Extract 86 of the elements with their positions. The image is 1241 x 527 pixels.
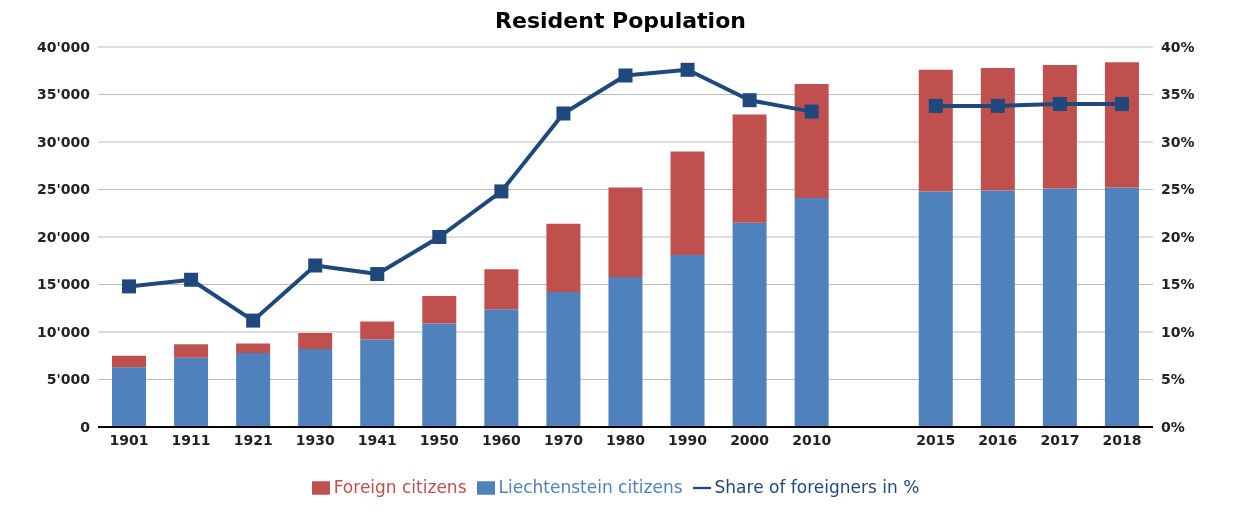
- bar: [1042, 188, 1077, 427]
- x-tick-label: 1921: [233, 431, 273, 448]
- y-tick-label: 25'000: [37, 181, 91, 198]
- point: [370, 267, 385, 282]
- point: [246, 313, 261, 328]
- y2-tick-label: 15%: [1161, 276, 1195, 293]
- y-tick-label: 10'000: [37, 323, 91, 340]
- x-tick-label: 2016: [978, 431, 1018, 448]
- bar: [1042, 65, 1077, 189]
- y-tick-label: 20'000: [37, 228, 91, 245]
- y-tick-label: 0: [80, 418, 91, 435]
- bar: [298, 332, 333, 350]
- bar: [174, 344, 209, 358]
- bar: [980, 67, 1015, 191]
- chart-title: Resident Population: [494, 8, 747, 33]
- bar: [236, 352, 271, 427]
- x-tick-label: 2017: [1040, 431, 1080, 448]
- point: [184, 272, 199, 287]
- bar: [546, 292, 581, 427]
- x-tick-label: 1990: [668, 431, 708, 448]
- bar: [608, 187, 643, 277]
- point: [556, 106, 571, 121]
- bar: [422, 295, 457, 324]
- x-tick-label: 2000: [730, 431, 770, 448]
- y2-tick-label: 25%: [1161, 181, 1195, 198]
- point: [308, 258, 323, 273]
- point: [742, 93, 757, 108]
- x-tick-label: 2015: [916, 431, 956, 448]
- y2-tick-label: 0%: [1161, 418, 1185, 435]
- bar: [918, 191, 953, 427]
- point: [618, 68, 633, 83]
- bar: [546, 223, 581, 293]
- x-tick-label: 1911: [171, 431, 211, 448]
- x-tick-label: 1950: [419, 431, 460, 448]
- y2-tick-label: 10%: [1161, 323, 1195, 340]
- legend-label: Liechtenstein citizens: [498, 477, 683, 497]
- y-tick-label: 40'000: [37, 38, 91, 55]
- legend-label: Foreign citizens: [333, 477, 467, 497]
- point: [804, 104, 819, 119]
- bar: [174, 357, 209, 427]
- y2-tick-label: 30%: [1161, 133, 1195, 150]
- y2-tick-label: 20%: [1161, 228, 1195, 245]
- point: [990, 98, 1005, 113]
- point: [494, 184, 509, 199]
- x-tick-label: 1980: [606, 431, 646, 448]
- bar: [1104, 62, 1139, 188]
- x-tick-label: 1930: [295, 431, 335, 448]
- bar: [732, 114, 767, 223]
- bar: [918, 69, 953, 192]
- legend-label: Share of foreigners in %: [714, 477, 920, 497]
- x-tick-label: 2018: [1102, 431, 1142, 448]
- bar: [112, 367, 146, 427]
- x-tick-label: 1941: [357, 431, 397, 448]
- point: [122, 279, 137, 294]
- y-tick-label: 35'000: [37, 86, 91, 103]
- x-tick-label: 1970: [543, 431, 584, 448]
- bar: [608, 276, 643, 427]
- point: [928, 98, 943, 113]
- x-tick-label: 2010: [792, 431, 832, 448]
- bar: [484, 269, 519, 310]
- bar: [794, 198, 829, 427]
- point: [1114, 97, 1129, 111]
- y-tick-label: 5'000: [46, 371, 91, 388]
- bar: [484, 309, 519, 427]
- point: [432, 230, 447, 244]
- bar: [298, 349, 333, 427]
- x-tick-label: 1960: [481, 431, 522, 448]
- y-tick-label: 15'000: [37, 276, 91, 293]
- bar: [670, 151, 705, 256]
- bar: [422, 323, 457, 427]
- y2-tick-label: 40%: [1161, 38, 1195, 55]
- y2-tick-label: 35%: [1161, 86, 1195, 103]
- bar: [794, 84, 829, 199]
- bar: [236, 343, 271, 353]
- bar: [980, 190, 1015, 427]
- bar: [732, 222, 767, 427]
- bar: [112, 355, 146, 368]
- y2-tick-label: 5%: [1161, 371, 1185, 388]
- y-tick-label: 30'000: [37, 133, 91, 150]
- bar: [360, 321, 395, 340]
- point: [1052, 97, 1067, 111]
- bar: [360, 339, 395, 427]
- point: [680, 62, 695, 77]
- x-tick-label: 1901: [109, 431, 149, 448]
- bar: [1104, 187, 1139, 427]
- bar: [670, 255, 705, 427]
